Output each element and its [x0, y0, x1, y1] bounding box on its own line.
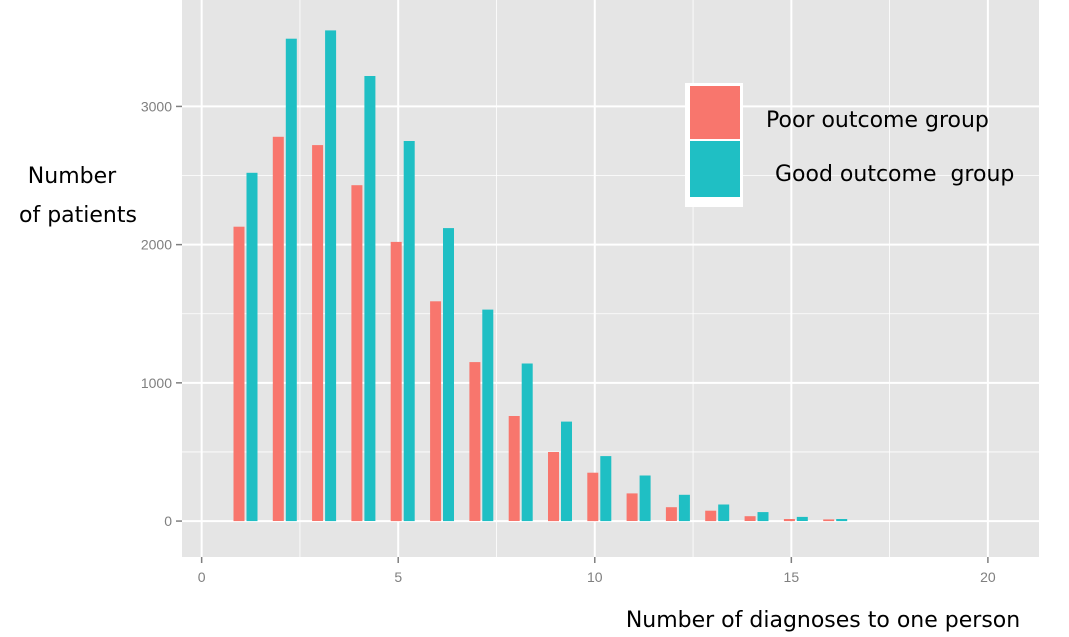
- bars: [233, 30, 848, 522]
- x-tick-label: 15: [784, 569, 800, 585]
- bar-good-outcome-12: [678, 494, 690, 522]
- bar-good-outcome-14: [757, 512, 769, 522]
- bar-poor-outcome-9: [548, 452, 559, 522]
- x-axis-ticks: 0 5 10 15 20: [198, 557, 996, 585]
- x-tick-label: 10: [587, 569, 603, 585]
- legend-label-good: Good outcome group: [775, 162, 1014, 187]
- y-axis-ticks: 0 1000 2000 3000: [141, 98, 182, 529]
- y-tick-label: 0: [164, 513, 172, 529]
- x-axis-title: Number of diagnoses to one person: [626, 608, 1020, 633]
- bar-good-outcome-15: [796, 516, 808, 521]
- bar-poor-outcome-16: [823, 519, 835, 522]
- bar-good-outcome-6: [443, 228, 454, 522]
- bar-poor-outcome-8: [508, 416, 520, 521]
- bar-good-outcome-1: [246, 172, 258, 522]
- y-tick-label: 2000: [141, 237, 172, 253]
- bar-good-outcome-16: [836, 519, 848, 522]
- bar-good-outcome-7: [482, 309, 494, 522]
- bar-poor-outcome-12: [665, 507, 677, 521]
- bar-poor-outcome-1: [233, 226, 245, 522]
- x-tick-label: 0: [198, 569, 206, 585]
- x-tick-label: 5: [394, 569, 402, 585]
- legend-label-poor: Poor outcome group: [766, 108, 989, 133]
- bar-poor-outcome-5: [390, 241, 402, 522]
- bar-good-outcome-8: [521, 363, 533, 522]
- bar-good-outcome-9: [561, 421, 572, 522]
- legend: Poor outcome group Good outcome group: [685, 83, 1014, 207]
- bar-poor-outcome-7: [469, 362, 481, 521]
- legend-swatch-poor: [690, 86, 740, 139]
- bar-poor-outcome-14: [744, 516, 756, 521]
- bar-good-outcome-3: [325, 30, 337, 522]
- bar-poor-outcome-13: [705, 510, 717, 522]
- y-tick-label: 3000: [141, 98, 172, 114]
- y-tick-label: 1000: [141, 375, 172, 391]
- bar-poor-outcome-11: [626, 493, 638, 521]
- bar-poor-outcome-6: [430, 301, 442, 522]
- y-axis-title-line-1: Number: [28, 164, 117, 189]
- bar-poor-outcome-10: [587, 472, 599, 522]
- y-axis-title-line-2: of patients: [19, 203, 137, 228]
- x-tick-label: 20: [980, 569, 996, 585]
- major-gridlines: [182, 0, 1039, 557]
- bar-good-outcome-2: [285, 38, 297, 522]
- bar-poor-outcome-15: [783, 519, 795, 522]
- bar-poor-outcome-2: [272, 136, 284, 522]
- bar-good-outcome-13: [718, 504, 730, 522]
- legend-swatch-good: [690, 141, 740, 197]
- bar-poor-outcome-3: [312, 145, 324, 521]
- bar-good-outcome-10: [600, 456, 612, 522]
- bar-good-outcome-11: [639, 475, 651, 522]
- bar-poor-outcome-4: [351, 185, 363, 522]
- bar-good-outcome-4: [364, 76, 376, 521]
- bar-good-outcome-5: [403, 141, 415, 522]
